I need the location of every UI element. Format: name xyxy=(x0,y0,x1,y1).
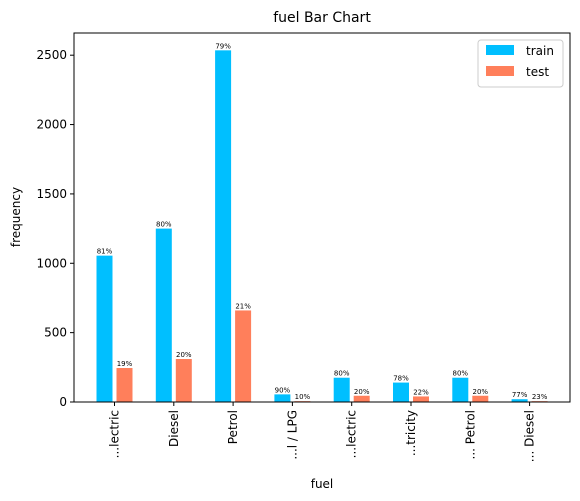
x-axis-label: fuel xyxy=(311,477,334,491)
x-tick-label-6: ... Petrol xyxy=(463,410,477,460)
y-axis-label: frequency xyxy=(9,187,23,247)
bar-train-1 xyxy=(155,228,172,402)
x-tick-label-1: Diesel xyxy=(167,410,181,447)
x-tick-label-0: ...lectric xyxy=(108,410,122,458)
x-tick-label-2: Petrol xyxy=(226,410,240,444)
data-label-test-1: 20% xyxy=(176,351,192,359)
y-axis: 0 500 1000 1500 2000 2500 xyxy=(36,48,74,409)
data-label-train-4: 80% xyxy=(334,370,350,378)
y-tick-label-2500: 2500 xyxy=(36,48,67,62)
x-tick-label-7: ... Diesel xyxy=(523,410,537,462)
bar-train-2 xyxy=(215,50,232,403)
percentage-labels-layer: 81% 80% 79% 90% 80% 78% 80% 77% 19% 20% 21% 10% 20% 2… xyxy=(97,42,548,401)
data-label-test-5: 22% xyxy=(413,388,429,396)
bar-test-1 xyxy=(175,358,192,402)
legend-swatch-test xyxy=(486,66,514,76)
data-label-train-2: 79% xyxy=(215,42,231,50)
y-tick-label-500: 500 xyxy=(44,326,67,340)
bar-test-6 xyxy=(472,395,489,402)
chart-title: fuel Bar Chart xyxy=(273,10,371,26)
data-label-train-6: 80% xyxy=(453,370,469,378)
bar-test-5 xyxy=(413,396,429,402)
y-tick-label-1500: 1500 xyxy=(36,187,67,201)
y-tick-label-1000: 1000 xyxy=(36,256,67,270)
data-label-test-3: 10% xyxy=(295,393,311,401)
data-label-train-5: 78% xyxy=(393,375,409,383)
y-tick-label-0: 0 xyxy=(59,395,67,409)
legend-label-train: train xyxy=(526,44,554,58)
data-label-test-7: 23% xyxy=(532,393,548,401)
plot-frame xyxy=(73,32,571,403)
x-tick-label-3: ...l / LPG xyxy=(285,410,299,460)
data-label-test-4: 20% xyxy=(354,388,370,396)
bar-train-6 xyxy=(452,377,469,402)
data-label-train-1: 80% xyxy=(156,221,172,229)
data-label-test-0: 19% xyxy=(117,360,133,368)
data-label-test-6: 20% xyxy=(473,388,489,396)
legend-swatch-train xyxy=(486,45,514,55)
x-axis: ...lectric Diesel Petrol ...l / LPG ...lectr… xyxy=(108,402,537,462)
bar-train-3 xyxy=(274,394,291,402)
x-tick-label-5: ...tricity xyxy=(404,410,418,456)
legend-label-test: test xyxy=(526,65,549,79)
data-label-test-2: 21% xyxy=(235,302,251,310)
bar-test-0 xyxy=(116,368,133,402)
bar-train-7 xyxy=(511,399,528,402)
bar-train-4 xyxy=(333,377,350,402)
data-label-train-0: 81% xyxy=(97,248,113,256)
bar-test-2 xyxy=(235,310,252,402)
y-tick-label-2000: 2000 xyxy=(36,118,67,132)
bars-layer xyxy=(96,50,548,403)
bar-train-0 xyxy=(96,255,113,402)
data-label-train-7: 77% xyxy=(512,391,528,399)
data-label-train-3: 90% xyxy=(275,386,291,394)
legend: train test xyxy=(477,39,564,88)
x-tick-label-4: ...lectric xyxy=(345,410,359,458)
bar-train-5 xyxy=(393,382,409,402)
bar-test-4 xyxy=(353,395,370,402)
